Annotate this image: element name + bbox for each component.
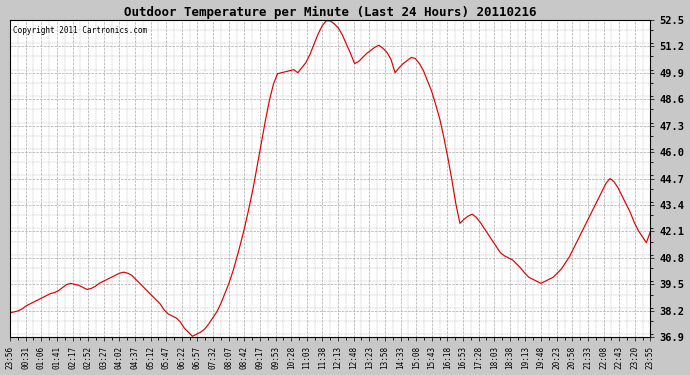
Text: Copyright 2011 Cartronics.com: Copyright 2011 Cartronics.com xyxy=(13,26,148,35)
Title: Outdoor Temperature per Minute (Last 24 Hours) 20110216: Outdoor Temperature per Minute (Last 24 … xyxy=(124,6,537,19)
